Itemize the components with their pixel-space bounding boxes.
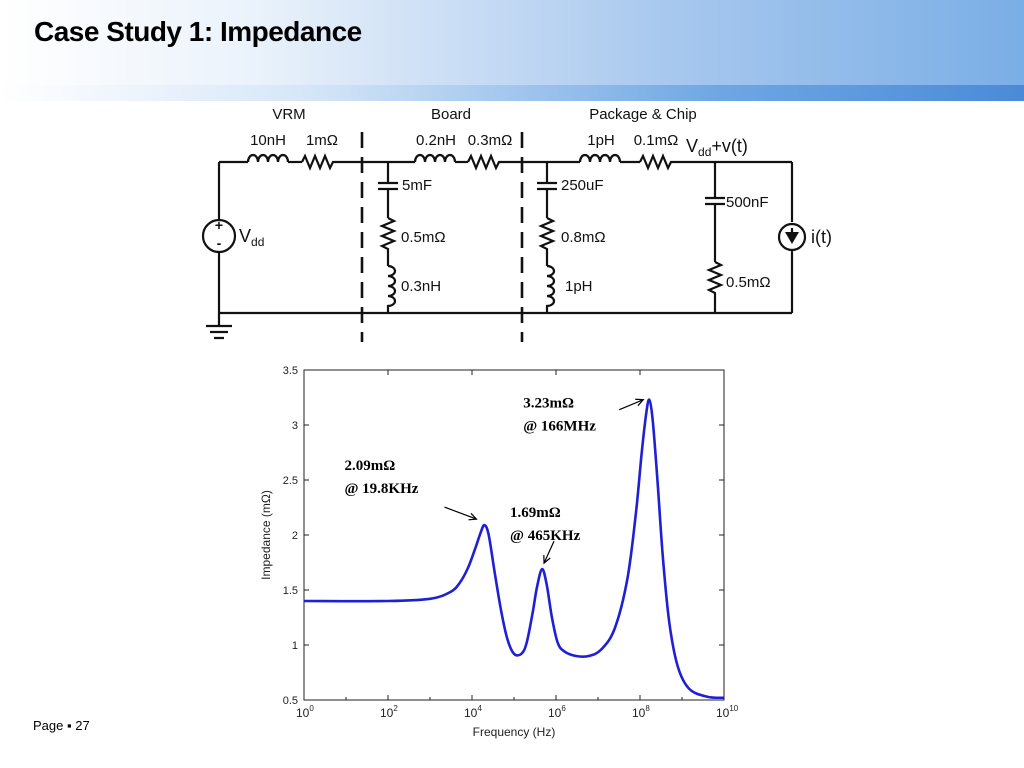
annotation-frequency: @ 166MHz bbox=[523, 419, 596, 435]
page-number: 27 bbox=[75, 718, 90, 733]
label-l-board-shunt: 0.3nH bbox=[401, 278, 441, 295]
label-r-board-shunt: 0.5mΩ bbox=[401, 229, 446, 246]
source-label: Vdd bbox=[239, 226, 264, 249]
capacitor-board bbox=[378, 181, 398, 191]
label-c-pkg: 250uF bbox=[561, 177, 604, 194]
label-r-pkg: 0.1mΩ bbox=[634, 132, 679, 149]
resistor-pkg bbox=[639, 153, 675, 171]
x-tick-label: 108 bbox=[632, 704, 650, 720]
impedance-curve bbox=[303, 398, 725, 700]
y-tick-label: 0.5 bbox=[283, 695, 298, 707]
x-tick-label: 106 bbox=[548, 704, 566, 720]
x-axis-label: Frequency (Hz) bbox=[473, 725, 556, 739]
annotation-arrowhead-icon bbox=[543, 555, 551, 565]
annotation-frequency: @ 465KHz bbox=[510, 528, 581, 544]
x-tick-label: 1010 bbox=[716, 704, 739, 720]
label-l-board: 0.2nH bbox=[416, 132, 456, 149]
annotation-value: 3.23mΩ bbox=[523, 396, 574, 412]
label-c-chip: 500nF bbox=[726, 194, 769, 211]
annotation-value: 1.69mΩ bbox=[510, 505, 561, 521]
inductor-pkg-shunt bbox=[545, 264, 556, 313]
x-tick-label: 102 bbox=[380, 704, 398, 720]
resistor-chip-shunt bbox=[706, 261, 724, 313]
y-axis-label: Impedance (mΩ) bbox=[259, 490, 273, 580]
source-plus: + bbox=[215, 217, 223, 233]
y-tick-label: 2.5 bbox=[283, 475, 298, 487]
x-tick-label: 100 bbox=[296, 704, 314, 720]
capacitor-pkg bbox=[537, 181, 557, 191]
annotation-arrow-icon bbox=[543, 540, 555, 564]
annotation-arrow-icon bbox=[619, 399, 644, 411]
arrow-down-icon bbox=[785, 232, 799, 244]
y-tick-label: 2 bbox=[292, 530, 298, 542]
inductor-pkg bbox=[578, 153, 622, 163]
y-tick-label: 3.5 bbox=[283, 365, 298, 377]
header-band bbox=[0, 0, 1024, 85]
circuit-diagram: VRM Board Package & Chip 10nH 1mΩ 0.2nH … bbox=[201, 106, 832, 342]
impedance-chart: 0.5 1 1.5 2 2.5 3 3.5 100 102 104 106 108 1010 Freque… bbox=[259, 365, 739, 739]
section-label-vrm: VRM bbox=[272, 106, 305, 123]
label-l-vrm: 10nH bbox=[250, 132, 286, 149]
label-l-pkg: 1pH bbox=[587, 132, 615, 149]
node-label: Vdd+v(t) bbox=[686, 136, 748, 159]
y-tick-label: 1 bbox=[292, 640, 298, 652]
header-accent-bar bbox=[0, 85, 1024, 101]
inductor-board bbox=[413, 153, 457, 163]
resistor-vrm bbox=[301, 153, 338, 171]
page-label: Page bbox=[33, 718, 64, 733]
inductor-vrm bbox=[246, 153, 290, 163]
current-source-label: i(t) bbox=[811, 227, 832, 247]
ground-icon bbox=[206, 313, 232, 340]
annotation-value: 2.09mΩ bbox=[344, 458, 395, 474]
label-c-board: 5mF bbox=[402, 177, 432, 194]
label-r-chip-shunt: 0.5mΩ bbox=[726, 274, 771, 291]
label-r-board: 0.3mΩ bbox=[468, 132, 513, 149]
label-l-pkg-shunt: 1pH bbox=[565, 278, 593, 295]
section-label-board: Board bbox=[431, 106, 471, 123]
resistor-board-shunt bbox=[379, 217, 397, 266]
label-r-pkg-shunt: 0.8mΩ bbox=[561, 229, 606, 246]
inductor-board-shunt bbox=[386, 264, 397, 313]
resistor-board bbox=[467, 153, 504, 171]
section-label-pkg: Package & Chip bbox=[589, 106, 697, 123]
annotation-arrowhead-icon bbox=[635, 398, 645, 407]
page-footer: Page ▪ 27 bbox=[33, 718, 90, 733]
x-tick-label: 104 bbox=[464, 704, 482, 720]
capacitor-chip bbox=[705, 196, 725, 206]
y-tick-label: 3 bbox=[292, 420, 298, 432]
slide-title: Case Study 1: Impedance bbox=[34, 16, 362, 47]
annotation-arrowhead-icon bbox=[468, 512, 478, 521]
resistor-pkg-shunt bbox=[538, 217, 556, 266]
annotation-arrow-icon bbox=[444, 506, 477, 520]
annotation-frequency: @ 19.8KHz bbox=[344, 481, 418, 497]
y-tick-label: 1.5 bbox=[283, 585, 298, 597]
source-minus: - bbox=[217, 235, 222, 251]
label-r-vrm: 1mΩ bbox=[306, 132, 338, 149]
